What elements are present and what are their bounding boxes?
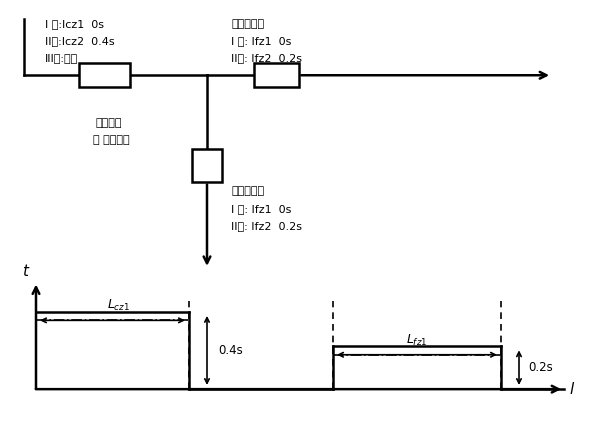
Text: I 段: Ifz1  0s: I 段: Ifz1 0s xyxy=(231,36,292,46)
Text: 第二级开关: 第二级开关 xyxy=(231,186,264,197)
Bar xyxy=(192,150,222,181)
Text: l: l xyxy=(569,382,574,396)
Text: 0.4s: 0.4s xyxy=(218,344,242,357)
Text: II段:Icz2  0.4s: II段:Icz2 0.4s xyxy=(45,36,115,46)
Text: 第 一级开关: 第 一级开关 xyxy=(93,135,130,145)
Text: 0.2s: 0.2s xyxy=(528,361,553,374)
Bar xyxy=(79,63,130,87)
Text: $L_{cz1}$: $L_{cz1}$ xyxy=(107,298,130,313)
Text: $L_{fz1}$: $L_{fz1}$ xyxy=(406,333,428,348)
Text: II段: Ifz2  0.2s: II段: Ifz2 0.2s xyxy=(231,221,302,231)
Text: I 段:Icz1  0s: I 段:Icz1 0s xyxy=(45,18,104,29)
Bar xyxy=(254,63,299,87)
Text: III段:不投: III段:不投 xyxy=(45,53,78,63)
Text: II段: Ifz2  0.2s: II段: Ifz2 0.2s xyxy=(231,53,302,63)
Text: 第一级开关: 第一级开关 xyxy=(231,18,264,29)
Text: 出线开关: 出线开关 xyxy=(96,117,122,128)
Text: t: t xyxy=(22,264,28,280)
Text: I 段: Ifz1  0s: I 段: Ifz1 0s xyxy=(231,203,292,214)
